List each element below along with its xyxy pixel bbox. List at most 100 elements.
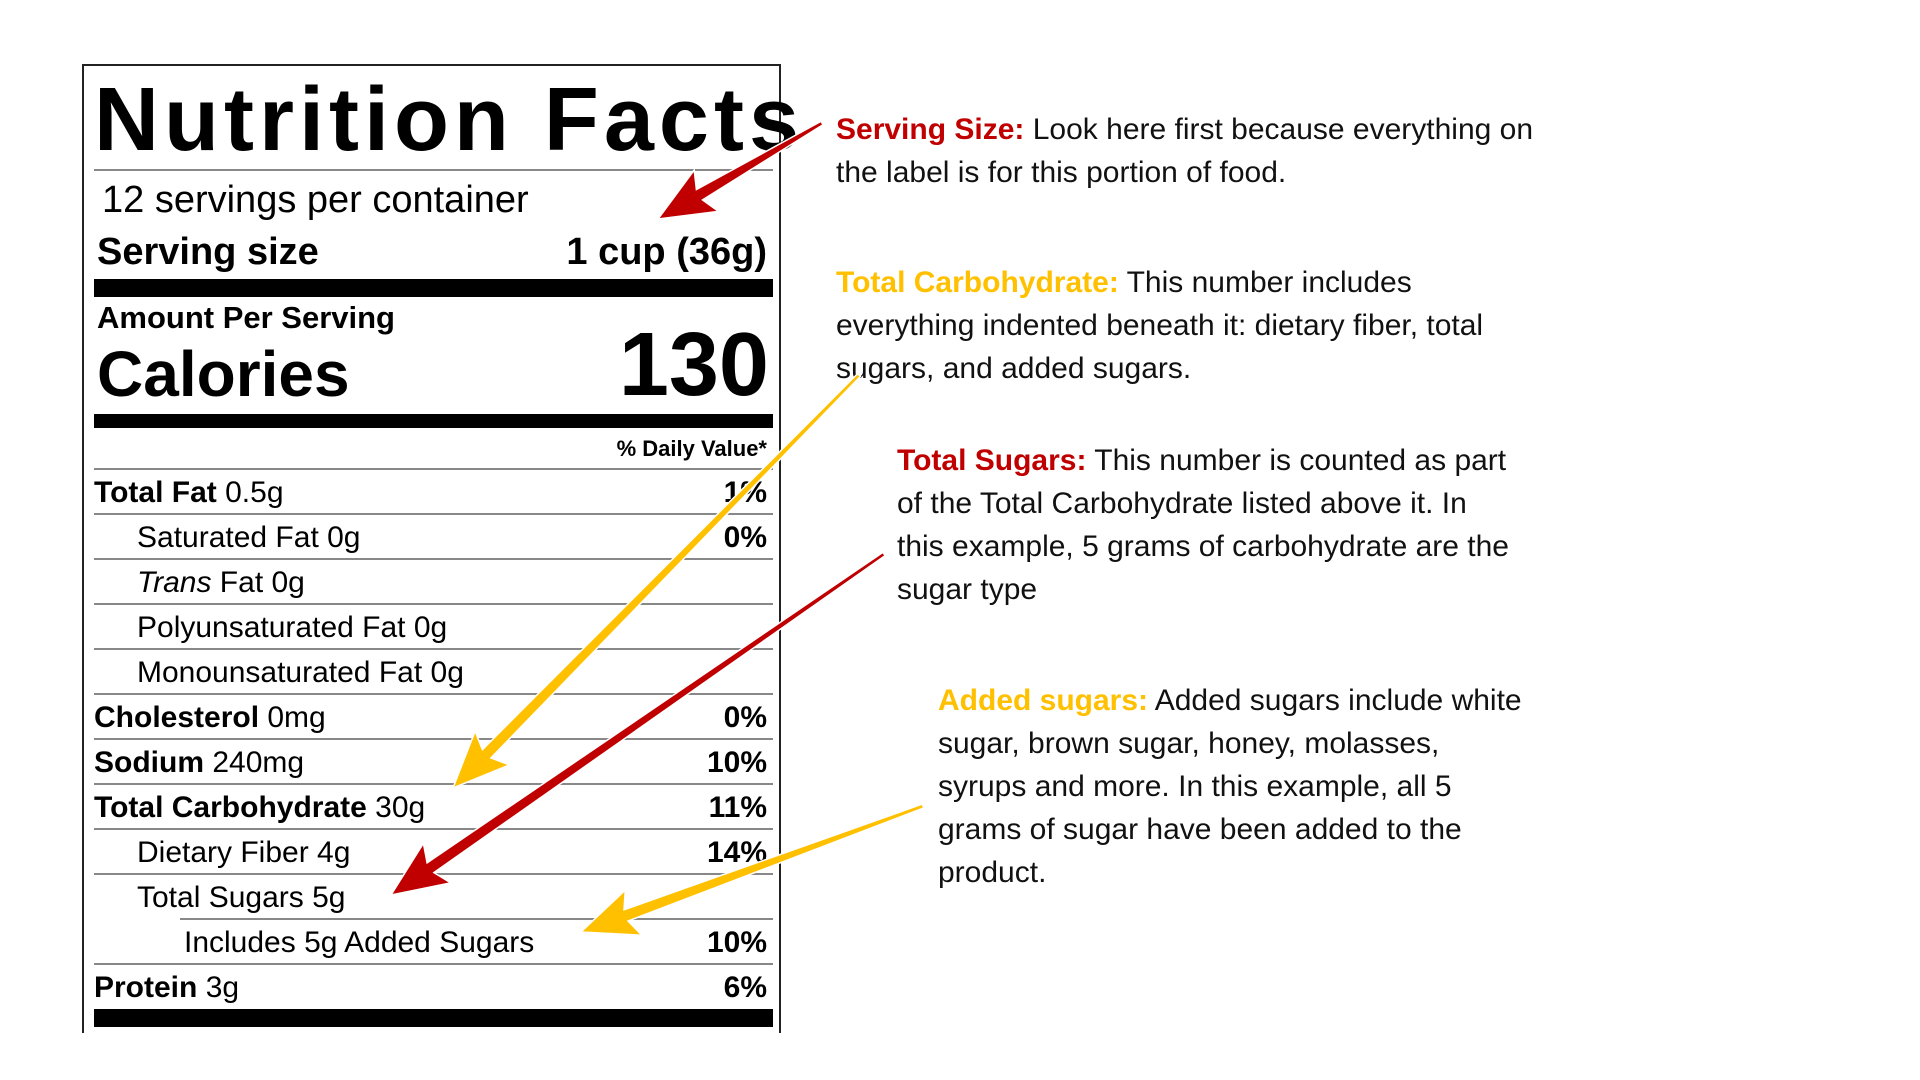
nutrient-bold-name: Total Fat [94,476,217,509]
nutrient-amount: 0.5g [216,476,284,509]
note-heading: Total Sugars: [897,444,1087,477]
nutrient-bold-name: Cholesterol [94,701,260,734]
daily-value-percent: 10% [706,926,767,959]
nutrient-row: Protein 3g 6% [94,965,773,1010]
note-line: Serving Size: Look here first because ev… [836,108,1533,151]
thick-divider [94,279,773,297]
calories-label: Calories [97,338,350,410]
nutrient-row: Trans Fat 0g [94,560,773,605]
nutrient-name: Sodium 240mg [94,746,304,780]
note-text: everything indented beneath it: dietary … [836,309,1484,342]
nutrient-name: Total Fat 0.5g [94,476,284,510]
nutrient-row: Monounsaturated Fat 0g [94,650,773,695]
total-sugars-arrow-icon [389,551,887,897]
thick-divider [94,1009,773,1027]
added-sugars-arrow-icon [579,803,925,937]
nutrient-amount: Dietary Fiber 4g [137,836,351,869]
note-text: syrups and more. In this example, all 5 [938,770,1452,803]
note-text: this example, 5 grams of carbohydrate ar… [897,530,1509,563]
label-title: Nutrition Facts [94,70,805,170]
nutrient-amount: Includes 5g Added Sugars [184,926,535,959]
note-line: this example, 5 grams of carbohydrate ar… [897,525,1509,568]
nutrient-name: Protein 3g [94,971,239,1005]
note-line: of the Total Carbohydrate listed above i… [897,482,1509,525]
row-divider [94,783,773,785]
note-line: grams of sugar have been added to the [938,808,1522,851]
note-line: product. [938,851,1522,894]
nutrient-amount: Polyunsaturated Fat 0g [137,611,448,644]
row-divider [94,828,773,830]
note-text: sugars, and added sugars. [836,352,1192,385]
row-divider [94,513,773,515]
nutrient-amount: Saturated Fat 0g [137,521,361,554]
nutrient-row: Total Sugars 5g [94,875,773,920]
nutrient-amount: Fat 0g [211,566,305,599]
row-divider [94,603,773,605]
calories-value: 130 [618,315,769,415]
note-line: syrups and more. In this example, all 5 [938,765,1522,808]
nutrient-amount: Total Sugars 5g [137,881,346,914]
note-heading: Total Carbohydrate: [836,266,1119,299]
row-divider [94,648,773,650]
serving-size-label: Serving size [97,231,319,273]
nutrient-name: Monounsaturated Fat 0g [137,656,464,690]
note-heading: Serving Size: [836,113,1025,146]
nutrient-row: Total Carbohydrate 30g 11% [94,785,773,830]
amount-per-serving: Amount Per Serving [97,300,395,335]
nutrient-row: Cholesterol 0mg 0% [94,695,773,740]
daily-value-percent: 0% [723,701,767,734]
note-line: sugar, brown sugar, honey, molasses, [938,722,1522,765]
nutrient-name: Trans Fat 0g [137,566,305,600]
nutrient-bold-name: Protein [94,971,198,1004]
note-text: This number includes [1118,266,1412,299]
serving-size-arrow-icon [656,120,825,220]
note-text: product. [938,856,1047,889]
row-divider [94,963,773,965]
nutrient-name: Total Sugars 5g [137,881,345,915]
note-text: sugar, brown sugar, honey, molasses, [938,727,1440,760]
divider [94,169,773,171]
row-divider [94,693,773,695]
nutrient-row: Includes 5g Added Sugars 10% [94,920,773,965]
daily-value-header: % Daily Value* [616,436,767,461]
nutrient-name: Saturated Fat 0g [137,521,360,555]
note-line: Total Carbohydrate: This number includes [836,261,1483,304]
nutrient-italic-name: Trans [137,566,212,599]
nutrient-amount: Monounsaturated Fat 0g [137,656,464,689]
nutrient-amount: 240mg [204,746,305,779]
nutrient-name: Dietary Fiber 4g [137,836,350,870]
nutrient-amount: 0mg [259,701,326,734]
note-line: Added sugars: Added sugars include white [938,679,1522,722]
note-line: Total Sugars: This number is counted as … [897,439,1509,482]
row-divider [94,558,773,560]
added-sugars-note: Added sugars: Added sugars include white… [938,679,1522,894]
row-divider [180,918,773,920]
nutrient-bold-name: Sodium [94,746,204,779]
note-line: sugar type [897,568,1509,611]
daily-value-percent: 0% [723,521,767,554]
note-line: everything indented beneath it: dietary … [836,304,1483,347]
note-text: sugar type [897,573,1038,606]
thick-divider [94,414,773,428]
nutrient-name: Polyunsaturated Fat 0g [137,611,447,645]
note-heading: Added sugars: [938,684,1149,717]
daily-value-percent: 11% [708,791,767,824]
row-divider [94,738,773,740]
note-line: the label is for this portion of food. [836,151,1533,194]
note-text: the label is for this portion of food. [836,156,1287,189]
note-text: of the Total Carbohydrate listed above i… [897,487,1467,520]
nutrient-amount: 30g [366,791,426,824]
nutrient-bold-name: Total Carbohydrate [94,791,367,824]
note-text: Added sugars include white [1148,684,1522,717]
serving-size-value: 1 cup (36g) [566,231,767,273]
serving-size-note: Serving Size: Look here first because ev… [836,108,1533,194]
nutrient-row: Polyunsaturated Fat 0g [94,605,773,650]
note-text: Look here first because everything on [1024,113,1534,146]
nutrient-name: Cholesterol 0mg [94,701,326,735]
total-carbohydrate-arrow-icon [451,372,862,790]
nutrient-amount: 3g [197,971,240,1004]
note-line: sugars, and added sugars. [836,347,1483,390]
nutrient-row: Sodium 240mg 10% [94,740,773,785]
daily-value-percent: 6% [723,971,767,1004]
